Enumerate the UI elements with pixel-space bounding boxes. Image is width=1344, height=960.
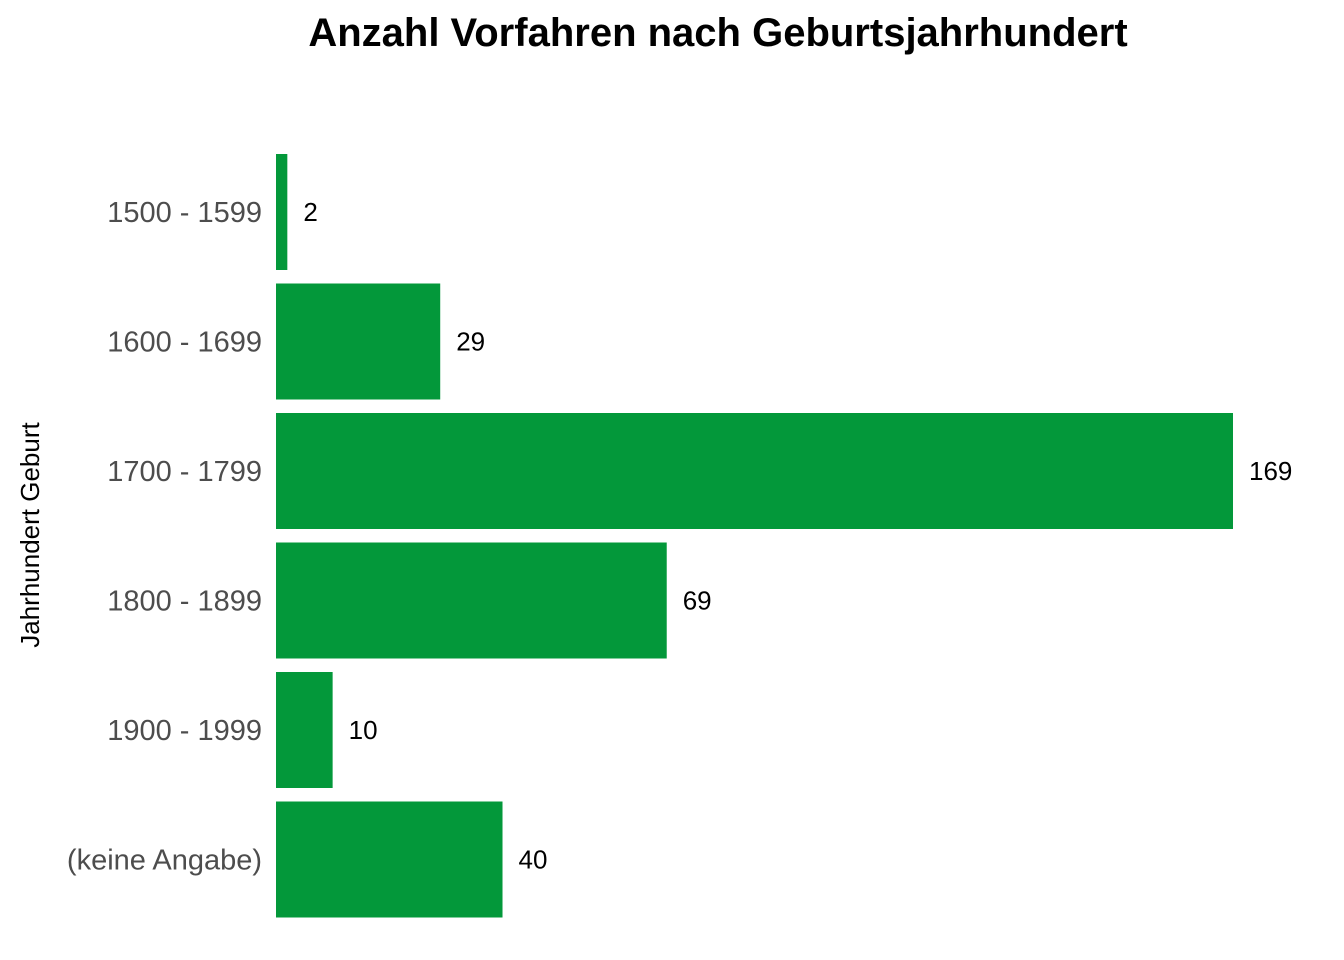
bar bbox=[276, 542, 667, 659]
y-tick-label: 1800 - 1899 bbox=[107, 586, 262, 618]
y-tick-label: (keine Angabe) bbox=[67, 845, 262, 877]
bar bbox=[276, 672, 333, 788]
data-label: 2 bbox=[303, 197, 317, 227]
y-axis-label: Jahrhundert Geburt bbox=[15, 421, 45, 647]
data-label: 10 bbox=[349, 715, 378, 745]
data-label: 69 bbox=[683, 586, 712, 616]
y-tick-label: 1500 - 1599 bbox=[107, 197, 262, 229]
data-label: 29 bbox=[456, 327, 485, 357]
data-labels: 2 29 169 69 10 40 bbox=[303, 197, 1292, 875]
chart-title: Anzahl Vorfahren nach Geburtsjahrhundert bbox=[308, 11, 1127, 55]
bar bbox=[276, 413, 1233, 529]
y-tick-labels: 1500 - 1599 1600 - 1699 1700 - 1799 1800 - … bbox=[67, 197, 262, 877]
y-tick-label: 1700 - 1799 bbox=[107, 456, 262, 488]
data-label: 40 bbox=[519, 845, 548, 875]
y-tick-label: 1600 - 1699 bbox=[107, 327, 262, 359]
bar bbox=[276, 154, 288, 270]
y-tick-label: 1900 - 1999 bbox=[107, 715, 262, 747]
data-label: 169 bbox=[1249, 456, 1292, 486]
bars-group bbox=[276, 154, 1233, 918]
bar bbox=[276, 283, 441, 400]
bar bbox=[276, 801, 503, 918]
